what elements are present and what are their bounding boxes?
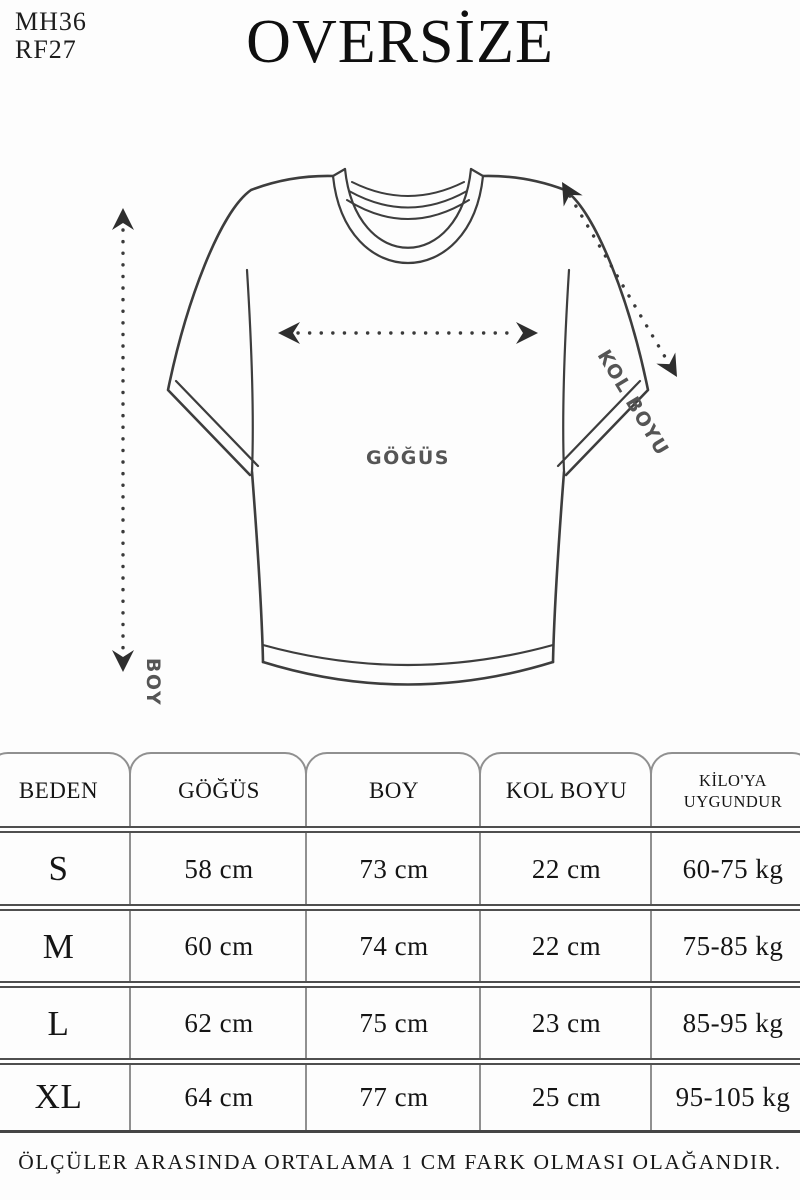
column-header-beden: BEDEN (18, 778, 99, 803)
row-separator-4 (0, 1058, 800, 1065)
length-arrowhead-bottom (112, 650, 134, 672)
sleeve-arrowhead-bottom (656, 352, 677, 377)
chest-cell-m: 60 cm (184, 931, 254, 961)
sleeve-arrowhead-top (562, 182, 583, 207)
length-cell-m: 74 cm (359, 931, 429, 961)
length-measure-label: BOY (142, 657, 164, 707)
length-cell-l: 75 cm (359, 1008, 429, 1038)
chest-arrow (278, 322, 538, 344)
chest-cell-s: 58 cm (184, 853, 254, 884)
column-header-gogus: GÖĞÜS (178, 778, 260, 803)
tshirt-measurement-diagram: GÖĞÜS KOL BOYU BOY (0, 150, 800, 730)
row-separator-2 (0, 904, 800, 911)
weight-cell-m: 75-85 kg (682, 931, 784, 961)
size-cell-m: M (42, 926, 75, 966)
row-separator-3 (0, 981, 800, 988)
chest-arrowhead-left (278, 322, 300, 344)
column-header-boy: BOY (368, 778, 420, 803)
tolerance-footnote: ÖLÇÜLER ARASINDA ORTALAMA 1 CM FARK OLMA… (18, 1150, 782, 1174)
sleeve-cell-m: 22 cm (531, 931, 602, 961)
chest-cell-l: 62 cm (184, 1008, 254, 1038)
weight-cell-l: 85-95 kg (682, 1008, 784, 1038)
chest-measure-label: GÖĞÜS (366, 447, 450, 469)
product-code-1: MH36 (15, 7, 87, 36)
chest-arrowhead-right (516, 322, 538, 344)
collar-drawing (331, 167, 485, 264)
column-header-kilo: KİLO'YA UYGUNDUR (683, 770, 783, 811)
weight-cell-s: 60-75 kg (682, 853, 784, 884)
row-separator-1 (0, 826, 800, 833)
length-arrowhead-top (112, 208, 134, 230)
size-cell-s: S (48, 849, 69, 888)
length-cell-xl: 77 cm (359, 1081, 429, 1112)
size-cell-xl: XL (34, 1077, 83, 1116)
sleeve-cell-xl: 25 cm (531, 1081, 602, 1112)
table-bottom-line (0, 1130, 800, 1133)
chest-cell-xl: 64 cm (184, 1081, 254, 1112)
product-codes: MH36 RF27 (15, 8, 87, 64)
tshirt-body-outline (166, 174, 650, 686)
sleeve-arrow (562, 182, 677, 377)
size-cell-l: L (47, 1003, 70, 1043)
size-table-grid: BEDEN GÖĞÜS BOY KOL BOYU KİLO'YA UYGUNDU… (0, 752, 800, 1132)
page-title: OVERSİZE (246, 8, 554, 76)
length-cell-s: 73 cm (359, 853, 429, 884)
weight-cell-xl: 95-105 kg (675, 1081, 791, 1112)
sleeve-cell-s: 22 cm (531, 853, 602, 884)
column-header-kolboyu: KOL BOYU (505, 778, 628, 803)
sleeve-cell-l: 23 cm (531, 1008, 602, 1038)
tshirt-outline-drawing (112, 167, 677, 686)
length-arrow (112, 208, 134, 672)
product-code-2: RF27 (15, 35, 77, 64)
